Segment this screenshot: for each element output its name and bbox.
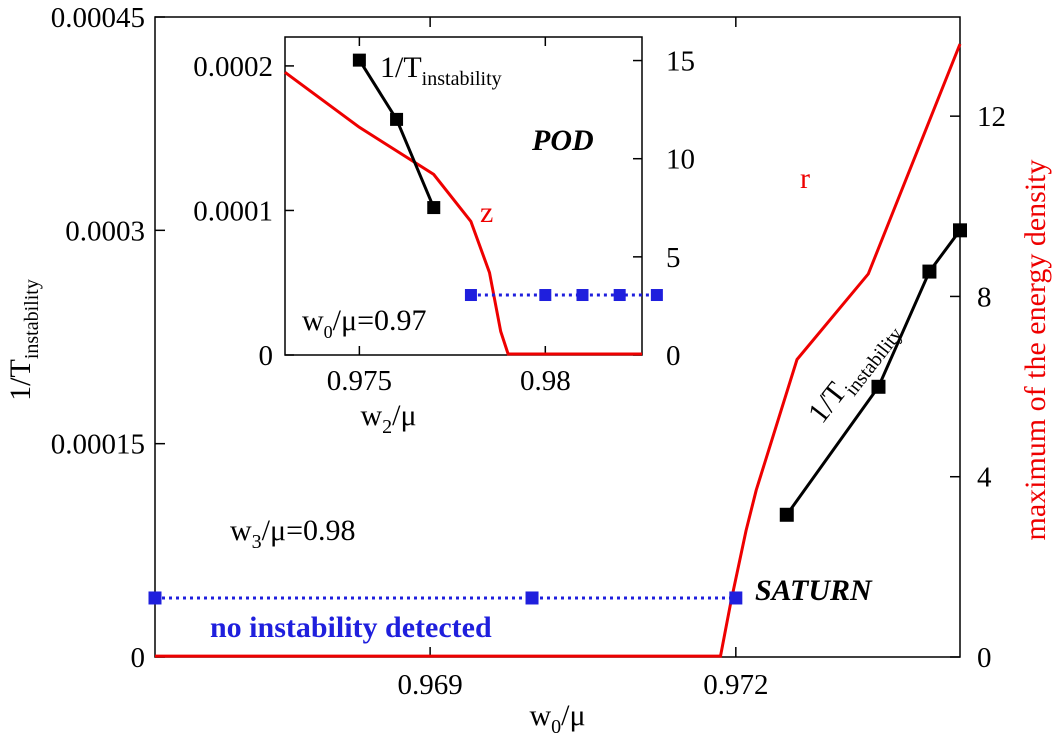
inset-x-axis-title: w2/μ	[360, 399, 416, 438]
inset-annotation-instability-base: 1/T	[380, 51, 422, 84]
inset-x-tick-label: 0.975	[327, 365, 392, 397]
inset-series-no-instability-point	[539, 289, 552, 302]
inset-x-axis-title-rest: /μ	[392, 399, 416, 432]
main-y-axis-title-sub: instability	[21, 279, 43, 359]
main-y2-axis-title: maximum of the energy density	[1019, 159, 1052, 540]
main-y-tick-label: 0.0003	[65, 215, 145, 247]
series-no-instability-point	[729, 591, 743, 605]
annotation-no-instability: no instability detected	[210, 611, 492, 644]
main-x-axis-title-base: w	[529, 699, 551, 732]
inset-x-tick-label: 0.98	[520, 365, 571, 397]
main-x-tick-label: 0.972	[703, 669, 768, 701]
main-y-tick-label: 0.00045	[51, 2, 145, 34]
series-no-instability-point	[148, 591, 162, 605]
inset-y2-tick-label: 5	[666, 242, 681, 274]
inset-series-no-instability-point	[576, 289, 589, 302]
main-y2-tick-label: 8	[977, 281, 992, 313]
inset-series-instability-point	[390, 112, 404, 126]
inset-annotation-w0-sub: 0	[324, 322, 333, 342]
inset-series-no-instability-point	[464, 289, 477, 302]
inset-annotation-w0: w0/μ=0.97	[302, 304, 427, 342]
annotation-w3: w3/μ=0.98	[230, 514, 356, 553]
main-x-axis-title: w0/μ	[529, 699, 585, 735]
main-y-tick-label: 0.00015	[51, 429, 145, 461]
series-instability-point	[871, 379, 886, 394]
inset-series-no-instability-point	[613, 289, 626, 302]
inset-series-z-line	[284, 71, 642, 356]
annotation-w3-sub: 3	[252, 531, 262, 553]
main-y2-tick-label: 0	[977, 642, 992, 674]
inset-plot-frame	[284, 36, 643, 356]
annotation-saturn: SATURN	[755, 574, 873, 607]
inset-series-instability-point	[352, 53, 366, 67]
main-y-axis-title: 1/Tinstability	[4, 279, 43, 401]
main-y2-tick-label: 4	[977, 462, 992, 494]
inset-annotation-instability: 1/Tinstability	[380, 51, 502, 90]
inset-series-instability-point	[427, 201, 441, 215]
series-instability-line	[785, 229, 962, 516]
main-y-axis-title-base: 1/T	[4, 359, 37, 401]
inset-y2-tick-label: 0	[666, 340, 681, 372]
main-x-axis-title-sub: 0	[551, 716, 561, 735]
main-y-tick-label: 0	[131, 642, 146, 674]
main-y2-tick-label: 12	[977, 101, 1006, 133]
inset-annotation-w0-rest: /μ=0.97	[333, 304, 427, 337]
inset-x-axis-title-base: w	[360, 399, 382, 432]
inset-y-tick-label: 0.0002	[193, 51, 273, 83]
inset-series-no-instability-point	[650, 289, 663, 302]
inset-annotation-instability-sub: instability	[422, 68, 502, 90]
inset-x-axis-title-sub: 2	[382, 416, 392, 438]
series-r-line	[155, 43, 962, 658]
inset-y2-tick-label: 15	[666, 46, 695, 78]
inset-y-tick-label: 0.0001	[193, 195, 273, 227]
annotation-instability-curve: 1/Tinstability	[802, 313, 908, 433]
annotation-w3-base: w	[230, 514, 252, 547]
series-instability-point	[779, 507, 794, 522]
inset-y2-tick-label: 10	[666, 144, 695, 176]
series-instability-point	[953, 223, 967, 238]
inset-annotation-z: z	[480, 196, 493, 229]
inset-y-tick-label: 0	[259, 340, 274, 372]
inset-annotation-pod: POD	[531, 124, 594, 157]
annotation-w3-rest: /μ=0.98	[262, 514, 356, 547]
annotation-r: r	[800, 162, 810, 195]
inset-annotation-w0-base: w	[302, 304, 324, 337]
main-x-tick-label: 0.969	[398, 669, 463, 701]
series-no-instability-point	[525, 591, 539, 605]
main-x-axis-title-rest: /μ	[561, 699, 585, 732]
series-instability-point	[922, 264, 937, 279]
